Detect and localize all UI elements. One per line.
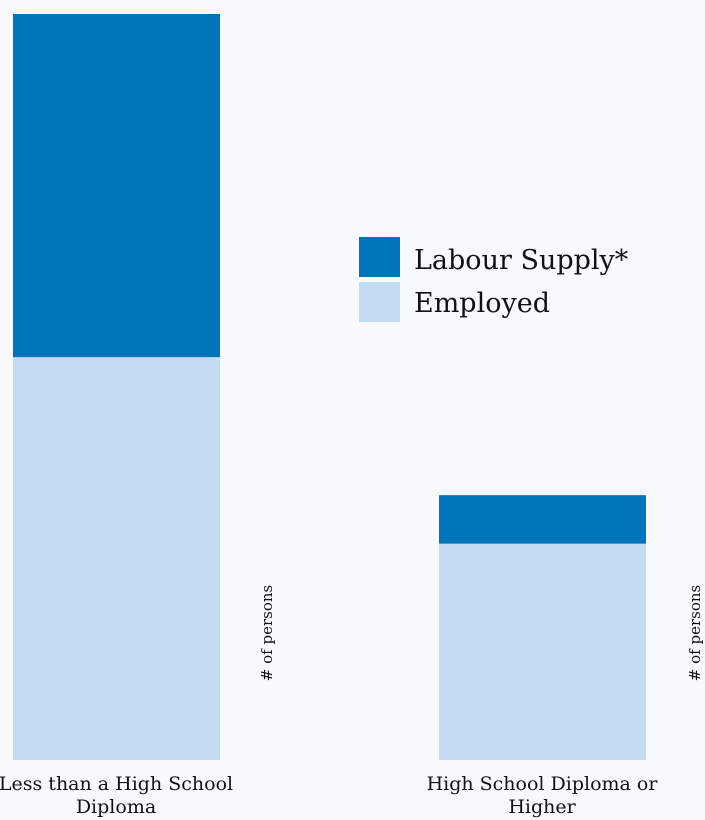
bar-1-employed <box>439 543 646 760</box>
legend-swatch-labour-supply <box>359 237 400 277</box>
bar-1-labour-supply <box>439 495 646 544</box>
y-axis-label-right: # of persons <box>686 585 704 681</box>
category-label-0-line-0: Less than a High School <box>0 773 233 795</box>
category-labels: Less than a High School Diploma High Sch… <box>0 773 658 818</box>
legend-swatch-employed <box>359 282 400 322</box>
bar-0-employed <box>13 357 220 760</box>
y-axis-label-left: # of persons <box>258 585 276 681</box>
category-label-0-line-1: Diploma <box>76 796 156 818</box>
category-label-1-line-1: Higher <box>508 796 576 818</box>
legend-label-labour-supply: Labour Supply* <box>414 245 629 276</box>
bars-group <box>13 14 646 760</box>
legend-label-employed: Employed <box>414 288 550 319</box>
category-label-1-line-0: High School Diploma or <box>427 773 659 795</box>
legend: Labour Supply* Employed <box>359 237 629 322</box>
bar-0-labour-supply <box>13 14 220 358</box>
